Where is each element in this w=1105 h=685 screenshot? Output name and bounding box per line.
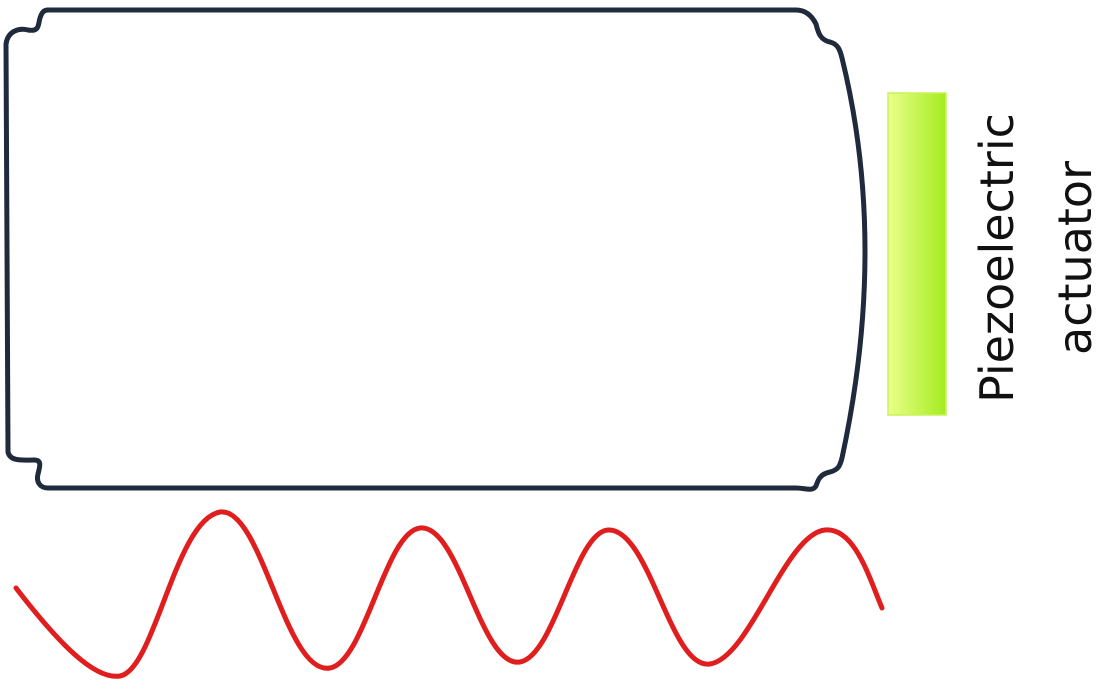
actuator-label: Piezoelectric actuator xyxy=(970,113,1102,403)
acoustic-wave xyxy=(13,509,885,679)
container-outline xyxy=(3,7,868,492)
actuator-label-line2: actuator xyxy=(1048,161,1102,355)
actuator-label-line1: Piezoelectric xyxy=(970,113,1024,403)
piezoelectric-actuator-block xyxy=(887,92,947,416)
